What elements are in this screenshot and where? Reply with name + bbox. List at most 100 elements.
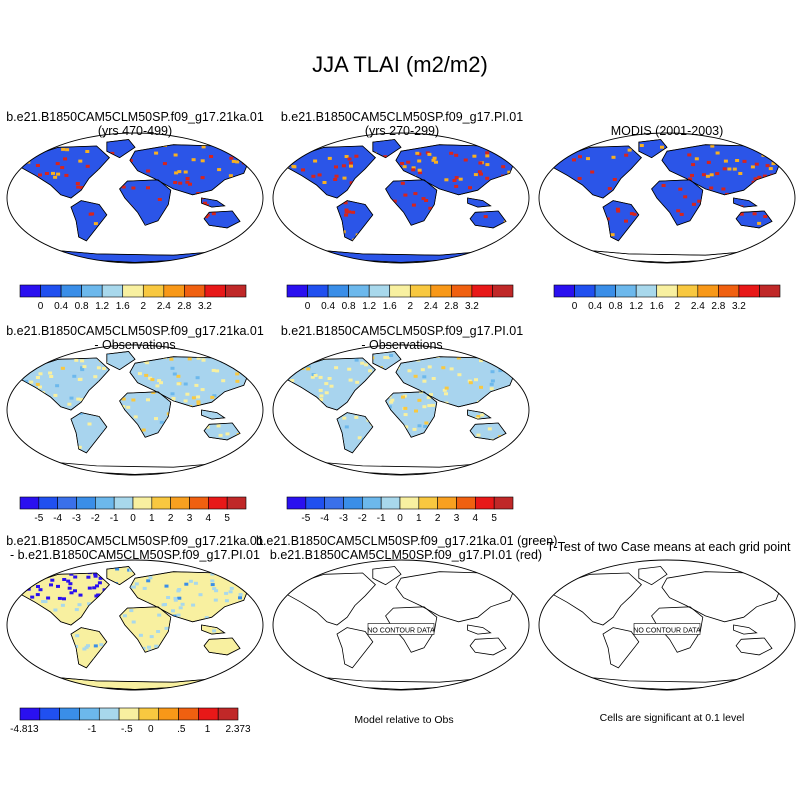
colorbar-tick-label: 2 <box>168 513 174 524</box>
colorbar-swatch <box>430 284 452 298</box>
colorbar-swatch <box>656 284 678 298</box>
panel-8-title-line1: T-Test of two Case means at each grid po… <box>546 540 791 554</box>
panel-6-title-line1: b.e21.B1850CAM5CLM50SP.f09_g17.21ka.01 <box>6 534 264 548</box>
colorbar-swatch <box>38 496 58 510</box>
colorbar-swatch <box>204 284 226 298</box>
colorbar-tick-label: -2 <box>91 513 100 524</box>
map-boundary <box>6 132 264 264</box>
colorbar-tick-label: 1.2 <box>629 301 643 312</box>
continent-africa <box>119 606 172 653</box>
colorbar-tick-label: 2.8 <box>711 301 725 312</box>
panel-1-title-line1: b.e21.B1850CAM5CLM50SP.f09_g17.21ka.01 <box>6 110 264 124</box>
colorbar-swatch <box>60 284 82 298</box>
continent-seAsia <box>201 409 226 420</box>
colorbar-tick-label: 1.6 <box>650 301 664 312</box>
colorbar-tick-label: 5 <box>224 513 230 524</box>
continent-northAmerica <box>285 572 376 626</box>
colorbar-swatch <box>81 284 103 298</box>
colorbar-tick-label: 1.2 <box>95 301 109 312</box>
map-panel-1 <box>6 132 264 264</box>
map-boundary <box>272 559 530 691</box>
colorbar-swatch <box>697 284 719 298</box>
colorbar-tick-label: -3 <box>72 513 81 524</box>
colorbar-swatch <box>348 284 370 298</box>
continent-africa <box>385 606 438 653</box>
colorbar-tick-label: 1.2 <box>362 301 376 312</box>
continent-northAmerica <box>551 572 642 626</box>
map-panel-3 <box>538 132 796 264</box>
colorbar-swatch <box>151 496 171 510</box>
colorbar-swatch <box>738 284 760 298</box>
colorbar-absolute: 0 0.4 0.8 1.2 1.6 2 2.4 2.8 3.2 <box>286 284 514 312</box>
colorbar-tick-label: -.5 <box>121 724 133 735</box>
colorbar-tick-label: 0.8 <box>75 301 89 312</box>
continent-africa <box>651 179 704 226</box>
colorbar-tick-label: 0 <box>572 301 578 312</box>
colorbar-tick-label: 0.4 <box>588 301 602 312</box>
colorbar-tick-label: -3 <box>339 513 348 524</box>
colorbar-swatch <box>493 496 514 510</box>
continent-greenland <box>638 566 668 586</box>
colorbar-tick-label: 2 <box>140 301 146 312</box>
map-panel-6 <box>6 559 264 691</box>
colorbar-tick-label: -4 <box>320 513 329 524</box>
colorbar-swatch <box>39 707 60 721</box>
colorbar-swatch <box>475 496 495 510</box>
map-boundary <box>6 344 264 476</box>
colorbar-swatch <box>305 496 325 510</box>
colorbar-difference: -5 -4 -3 -2 -1 0 1 2 3 4 5 <box>286 496 514 524</box>
panel-7-title-line1: b.e21.B1850CAM5CLM50SP.f09_g17.21ka.01 (… <box>256 534 558 548</box>
colorbar-tick-label: 2.4 <box>691 301 705 312</box>
colorbar-swatch <box>40 284 62 298</box>
no-contour-box <box>367 623 435 635</box>
colorbar-swatch <box>676 284 699 298</box>
map-panel-5 <box>272 344 530 476</box>
colorbar-swatch <box>217 707 239 721</box>
colorbar-swatch <box>19 496 40 510</box>
colorbar-tick-label: .5 <box>177 724 186 735</box>
colorbar-swatch <box>437 496 457 510</box>
panel-4-title-line1: b.e21.B1850CAM5CLM50SP.f09_g17.21ka.01 <box>6 324 264 338</box>
colorbar-absolute: 0 0.4 0.8 1.2 1.6 2 2.4 2.8 3.2 <box>553 284 781 312</box>
colorbar-case_difference: -4.813 -1 -.5 0 .5 1 2.373 <box>10 707 251 735</box>
colorbar-tick-label: 5 <box>491 513 497 524</box>
continent-antarctica <box>566 248 769 263</box>
colorbar-tick-label: 4 <box>473 513 479 524</box>
map-boundary <box>272 132 530 264</box>
model-relative-note: Model relative to Obs <box>354 714 454 726</box>
continent-antarctica <box>34 675 237 690</box>
continent-africa <box>119 179 172 226</box>
panel-7-title-line2: b.e21.B1850CAM5CLM50SP.f09_g17.PI.01 (re… <box>269 548 543 562</box>
colorbar-tick-label: 1 <box>205 724 211 735</box>
colorbar-swatch <box>327 284 349 298</box>
colorbar-tick-label: -1 <box>377 513 386 524</box>
continent-southAmerica <box>602 627 640 669</box>
panel-6-title: b.e21.B1850CAM5CLM50SP.f09_g17.21ka.01 -… <box>0 534 270 562</box>
no-contour-label: NO CONTOUR DATA <box>633 628 701 635</box>
continent-antarctica <box>34 248 237 263</box>
continent-africa <box>385 179 438 226</box>
colorbar-swatch <box>286 284 308 298</box>
colorbar-swatch <box>399 496 420 510</box>
colorbar-tick-label: 2.8 <box>444 301 458 312</box>
colorbar-swatch <box>178 707 199 721</box>
colorbar-swatch <box>189 496 209 510</box>
colorbar-swatch <box>418 496 438 510</box>
colorbar-swatch <box>122 284 144 298</box>
continent-antarctica <box>566 675 769 690</box>
colorbar-tick-label: 0.4 <box>54 301 68 312</box>
colorbar-swatch <box>101 284 124 298</box>
colorbar-tick-label: 2.8 <box>177 301 191 312</box>
colorbar-swatch <box>362 496 382 510</box>
panel-1-title: b.e21.B1850CAM5CLM50SP.f09_g17.21ka.01 (… <box>0 110 270 138</box>
colorbar-swatch <box>198 707 219 721</box>
colorbar-swatch <box>368 284 391 298</box>
colorbar-swatch <box>95 496 115 510</box>
colorbar-swatch <box>79 707 100 721</box>
colorbar-swatch <box>57 496 77 510</box>
panel-5-title-line1: b.e21.B1850CAM5CLM50SP.f09_g17.PI.01 <box>280 324 524 338</box>
colorbar-swatch <box>574 284 596 298</box>
colorbar-tick-label: 0.8 <box>342 301 356 312</box>
map-panel-8: NO CONTOUR DATA <box>538 559 796 691</box>
colorbar-swatch <box>208 496 228 510</box>
